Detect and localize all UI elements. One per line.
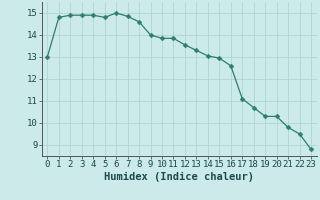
X-axis label: Humidex (Indice chaleur): Humidex (Indice chaleur) bbox=[104, 172, 254, 182]
